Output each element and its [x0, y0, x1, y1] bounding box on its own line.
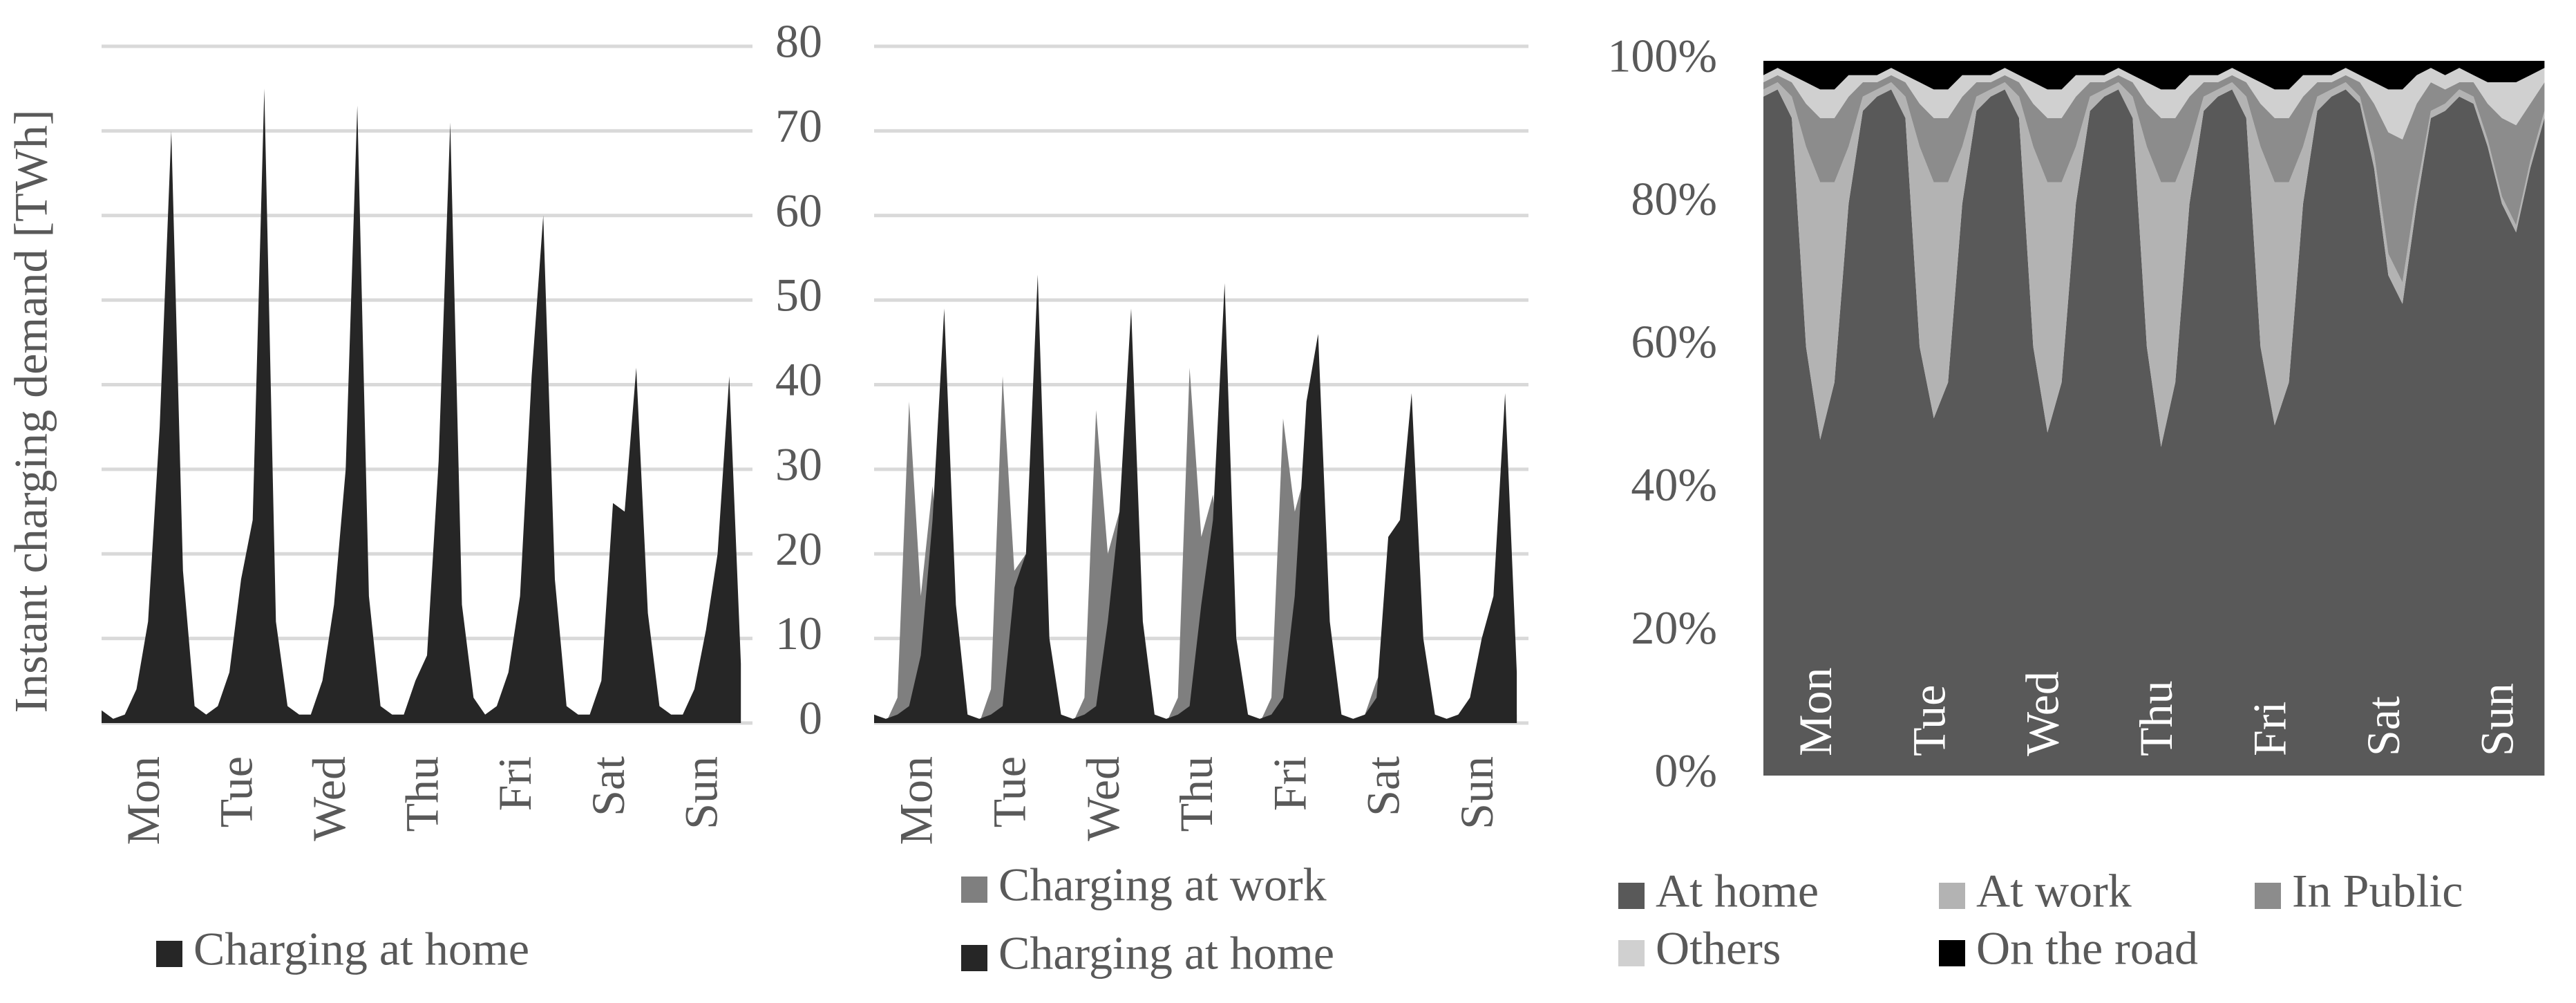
legend-label: Charging at work: [998, 859, 1327, 911]
area: [1763, 61, 2545, 90]
x-tick-label: Sat: [582, 756, 634, 816]
x-tick-label: Mon: [117, 756, 169, 845]
area: [1763, 75, 2545, 283]
x-tick-label: Fri: [1263, 756, 1316, 811]
y-tick-label: 60%: [1631, 315, 1717, 368]
x-tick-label: Thu: [396, 756, 448, 832]
y-tick-label: 0%: [1654, 744, 1717, 797]
legend-swatch: [2255, 883, 2281, 909]
legend-swatch: [1939, 883, 1965, 909]
x-tick-label: Sat: [1357, 756, 1410, 816]
legend-swatch: [1618, 940, 1645, 966]
area: [1763, 68, 2545, 140]
y-tick-label: 70: [775, 100, 822, 152]
legend-label: At home: [1656, 865, 1819, 917]
x-tick-label: Wed: [1077, 756, 1129, 841]
y-tick-label: 40%: [1631, 458, 1717, 511]
y-tick-label: 20: [775, 523, 822, 575]
x-tick-label: Wed: [2016, 671, 2069, 756]
x-tick-label: Sun: [1450, 756, 1503, 829]
x-tick-label: Thu: [1170, 756, 1222, 832]
y-tick-label: 100%: [1607, 30, 1717, 82]
x-tick-label: Tue: [209, 756, 262, 827]
x-tick-label: Sat: [2357, 696, 2409, 756]
area: [1763, 82, 2545, 447]
x-tick-label: Thu: [2130, 680, 2182, 756]
area: [874, 274, 1517, 723]
legend-label: On the road: [1976, 922, 2198, 975]
x-tick-label: Sun: [674, 756, 727, 829]
legend-swatch: [1618, 883, 1645, 909]
x-tick-label: Wed: [303, 756, 355, 841]
y-tick-label: 0: [799, 692, 822, 744]
legend-label: At work: [1976, 865, 2132, 917]
x-tick-label: Tue: [983, 756, 1036, 827]
x-tick-label: Mon: [889, 756, 942, 845]
y-tick-label: 20%: [1631, 601, 1717, 654]
legend-label: Charging at home: [193, 923, 529, 975]
y-axis-title: Instant charging demand [TWh]: [5, 109, 57, 713]
y-tick-label: 60: [775, 184, 822, 236]
legend-swatch: [1939, 940, 1965, 966]
x-tick-label: Sun: [2470, 683, 2523, 756]
y-tick-label: 80: [775, 15, 822, 68]
y-tick-label: 40: [775, 353, 822, 406]
area: [102, 88, 741, 723]
legend-swatch: [961, 877, 987, 903]
x-tick-label: Mon: [1789, 668, 1841, 756]
x-tick-label: Fri: [2244, 702, 2296, 756]
y-tick-label: 50: [775, 269, 822, 321]
y-tick-label: 80%: [1631, 172, 1717, 225]
legend-label: In Public: [2292, 865, 2463, 917]
y-tick-label: 30: [775, 438, 822, 490]
area: [1763, 89, 2545, 776]
y-tick-label: 10: [775, 607, 822, 659]
legend-swatch: [961, 945, 987, 971]
legend-label: Charging at home: [998, 927, 1334, 979]
x-tick-label: Fri: [489, 756, 541, 811]
legend-label: Others: [1656, 922, 1781, 975]
legend-swatch: [156, 941, 182, 967]
x-tick-label: Tue: [1902, 685, 1955, 756]
